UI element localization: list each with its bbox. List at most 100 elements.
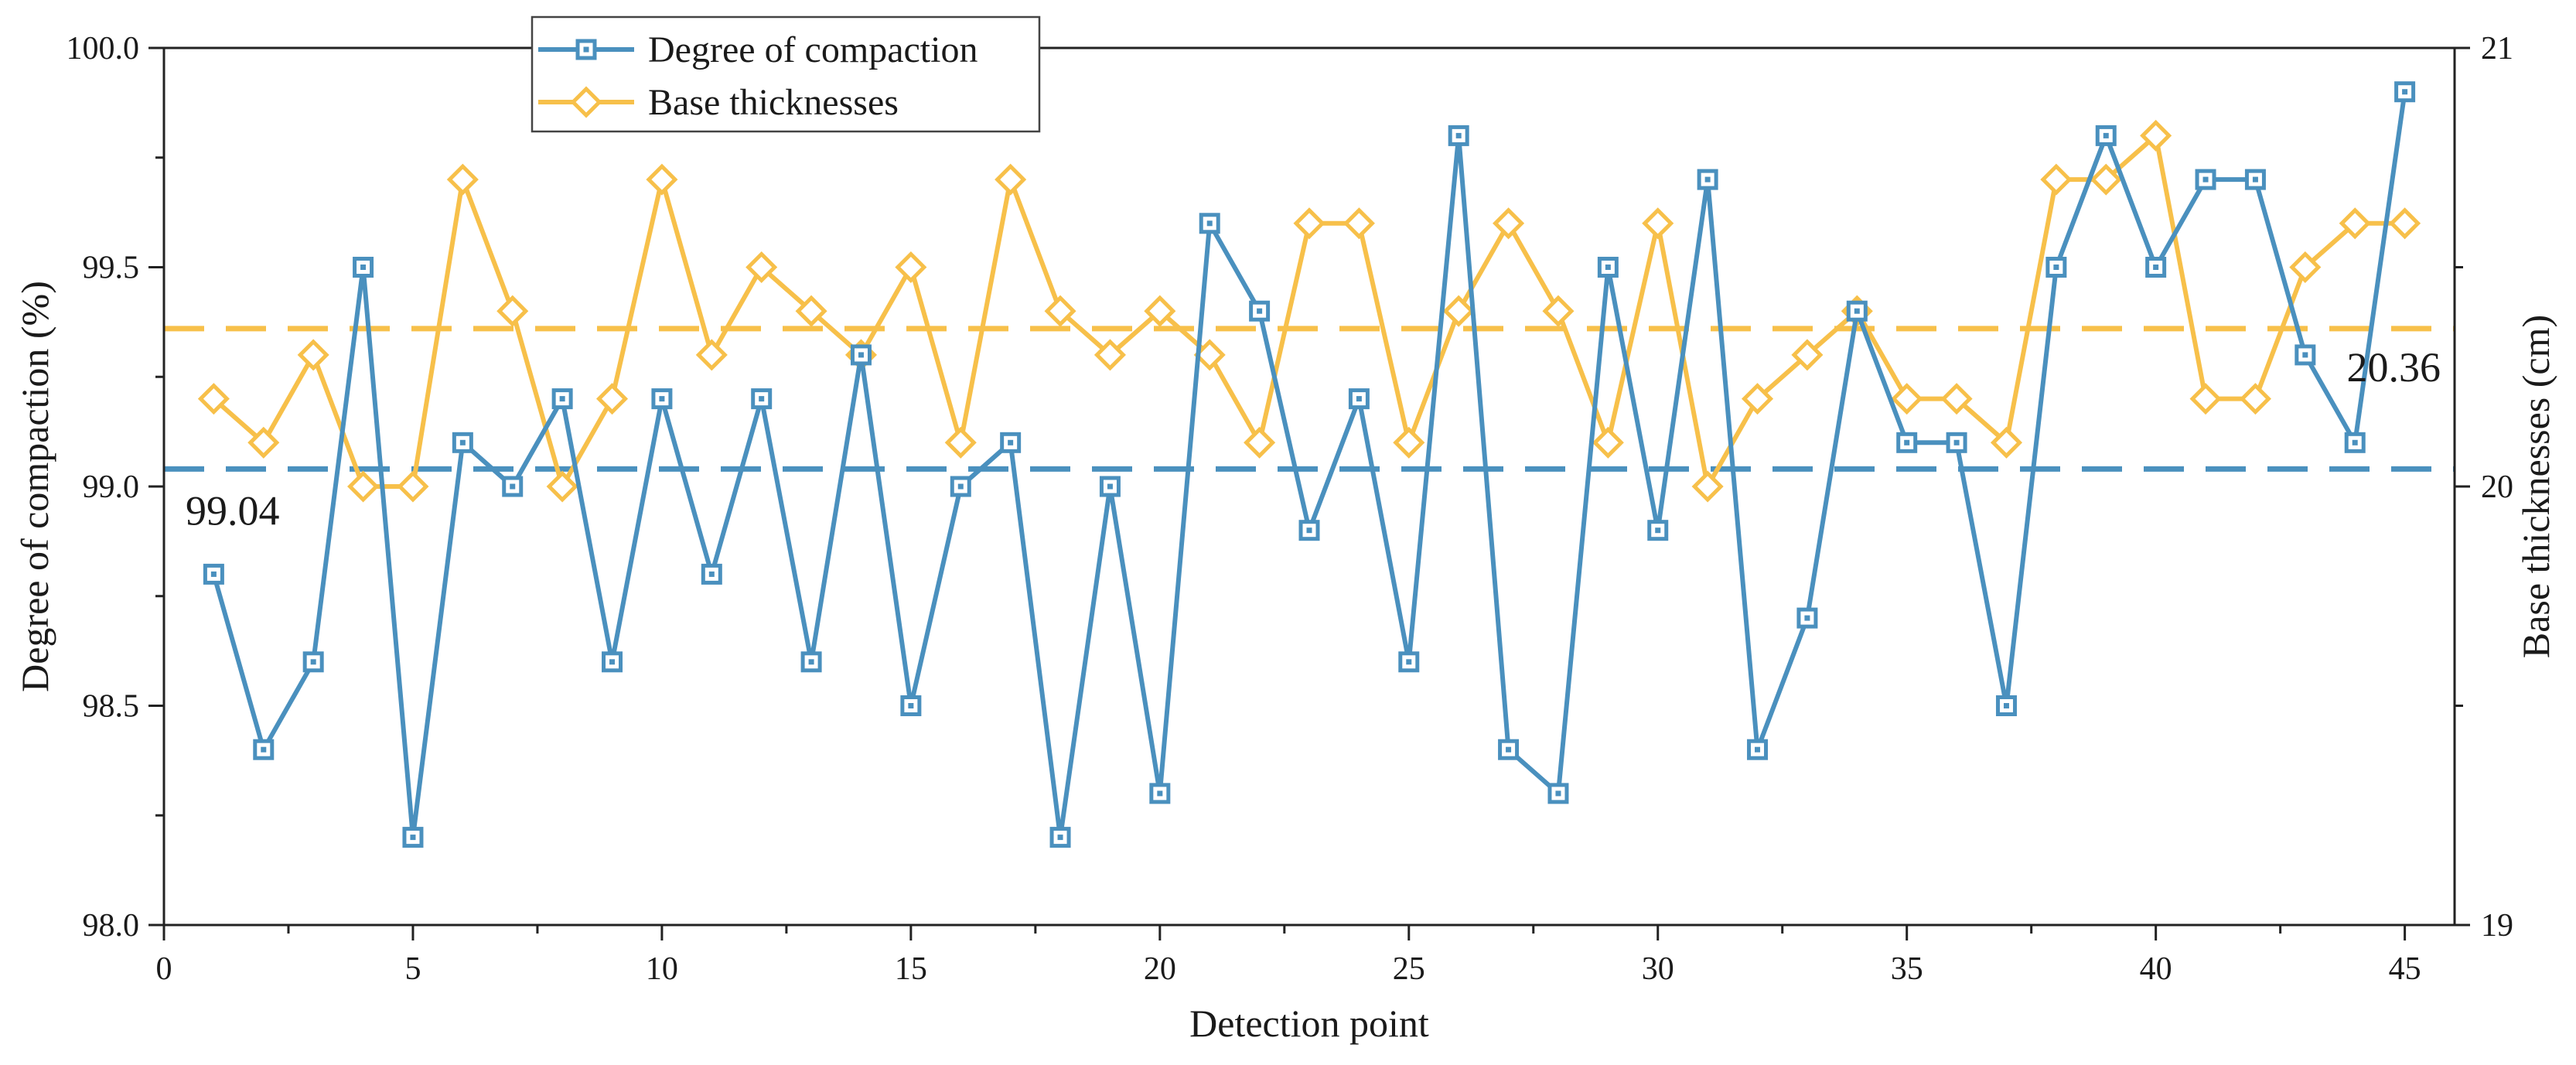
point-compaction-dot — [2252, 176, 2258, 183]
point-compaction-dot — [708, 571, 715, 577]
point-compaction-dot — [2153, 265, 2159, 270]
y-left-tick-label: 100.0 — [67, 31, 140, 67]
point-thickness — [446, 163, 479, 196]
x-tick-label: 0 — [156, 951, 172, 987]
x-tick-label: 30 — [1642, 951, 1674, 987]
point-compaction-dot — [1057, 835, 1063, 841]
point-compaction-dot — [2402, 89, 2408, 95]
point-compaction-dot — [957, 483, 964, 490]
point-compaction-dot — [1804, 615, 1810, 621]
point-thickness — [1940, 383, 1973, 415]
point-compaction-dot — [908, 703, 914, 708]
point-thickness — [1891, 383, 1923, 415]
point-thickness — [2090, 163, 2122, 196]
point-thickness — [895, 251, 927, 284]
point-compaction-dot — [2352, 439, 2358, 445]
point-compaction-dot — [1555, 790, 1561, 797]
point-compaction-dot — [1107, 483, 1113, 490]
point-thickness — [1293, 207, 1326, 240]
point-thickness — [1791, 339, 1824, 371]
point-thickness — [1343, 207, 1375, 240]
point-thickness — [646, 163, 678, 196]
series-layer — [197, 81, 2421, 848]
point-compaction-dot — [1953, 439, 1960, 445]
point-compaction-dot — [510, 483, 516, 490]
legend-symbol-compaction — [538, 39, 634, 60]
point-compaction-dot — [1257, 308, 1263, 314]
point-compaction-dot — [310, 659, 316, 665]
y-left-tick-label: 98.0 — [83, 908, 140, 944]
point-compaction-dot — [1904, 439, 1910, 445]
point-thickness — [2239, 383, 2271, 415]
point-compaction-dot — [609, 659, 616, 665]
point-thickness — [1542, 295, 1575, 327]
x-tick-label: 45 — [2389, 951, 2421, 987]
point-thickness — [1144, 295, 1176, 327]
point-thickness — [546, 470, 578, 503]
point-thickness — [1741, 383, 1774, 415]
ref-label-thickness: 20.36 — [2347, 344, 2441, 391]
point-thickness — [2289, 251, 2322, 284]
legend-marker-dot — [583, 46, 589, 53]
point-compaction-dot — [1704, 176, 1711, 183]
point-compaction-dot — [360, 265, 367, 270]
point-thickness — [1691, 470, 1724, 503]
series-thickness — [197, 119, 2421, 503]
point-compaction-dot — [1008, 439, 1014, 445]
point-thickness — [1493, 207, 1525, 240]
series-compaction — [203, 81, 2416, 848]
point-compaction-dot — [459, 439, 466, 445]
y-right-tick-label: 20 — [2481, 469, 2513, 505]
point-thickness — [695, 339, 728, 371]
point-thickness — [795, 295, 827, 327]
y-left-tick-label: 98.5 — [83, 689, 140, 725]
point-compaction-dot — [210, 571, 217, 577]
legend-marker — [570, 86, 602, 118]
point-thickness — [297, 339, 329, 371]
point-thickness — [347, 470, 380, 503]
point-compaction-dot — [1306, 527, 1312, 534]
point-thickness — [995, 163, 1027, 196]
point-compaction-dot — [1655, 527, 1661, 534]
point-thickness — [1244, 426, 1276, 459]
point-compaction-dot — [1157, 790, 1163, 797]
point-compaction-dot — [1206, 220, 1213, 227]
point-compaction-dot — [1854, 308, 1860, 314]
point-thickness — [2140, 119, 2172, 152]
point-compaction-dot — [410, 835, 416, 841]
point-compaction-dot — [2302, 352, 2308, 358]
point-compaction-dot — [2202, 176, 2209, 183]
point-compaction-dot — [1455, 132, 1462, 138]
x-tick-label: 15 — [895, 951, 927, 987]
point-compaction-dot — [1356, 396, 1362, 402]
x-axis-title: Detection point — [1189, 1002, 1429, 1045]
legend-label-thickness: Base thicknesses — [648, 82, 899, 123]
y-left-tick-label: 99.0 — [83, 469, 140, 505]
ref-label-compaction: 99.04 — [186, 487, 280, 534]
legend-label-compaction: Degree of compaction — [648, 29, 978, 70]
point-compaction-dot — [759, 396, 765, 402]
point-thickness — [1592, 426, 1624, 459]
point-thickness — [2339, 207, 2371, 240]
legend: Degree of compaction Base thicknesses — [531, 15, 1041, 133]
legend-box — [531, 15, 1041, 133]
y-right-tick-label: 19 — [2481, 908, 2513, 944]
point-thickness — [1094, 339, 1126, 371]
point-thickness — [1044, 295, 1076, 327]
point-compaction-dot — [559, 396, 565, 402]
point-compaction-dot — [1506, 746, 1512, 753]
x-tick-label: 20 — [1144, 951, 1176, 987]
point-thickness — [1193, 339, 1226, 371]
point-compaction-dot — [2003, 703, 2009, 708]
point-thickness — [247, 426, 280, 459]
point-compaction-dot — [2053, 265, 2059, 270]
point-thickness — [1393, 426, 1425, 459]
point-thickness — [944, 426, 977, 459]
point-compaction-dot — [808, 659, 814, 665]
point-compaction-dot — [1605, 265, 1611, 270]
legend-symbol-thickness — [538, 86, 634, 118]
point-compaction-dot — [858, 352, 864, 358]
point-thickness — [397, 470, 429, 503]
point-thickness — [1990, 426, 2023, 459]
